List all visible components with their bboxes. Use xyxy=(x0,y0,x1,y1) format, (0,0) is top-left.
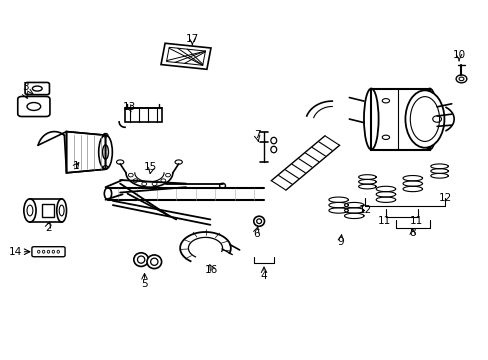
FancyBboxPatch shape xyxy=(25,82,49,95)
Text: 8: 8 xyxy=(408,228,415,238)
Text: 4: 4 xyxy=(260,271,267,281)
Text: 2: 2 xyxy=(45,224,52,233)
Text: 6: 6 xyxy=(253,229,260,239)
Text: 13: 13 xyxy=(123,102,136,112)
Text: 5: 5 xyxy=(141,279,147,289)
Text: 11: 11 xyxy=(378,216,391,226)
Polygon shape xyxy=(161,43,210,69)
Bar xyxy=(42,204,54,217)
Ellipse shape xyxy=(405,90,444,148)
Text: 11: 11 xyxy=(408,216,422,226)
FancyBboxPatch shape xyxy=(32,247,65,257)
Text: 10: 10 xyxy=(451,50,465,60)
Text: 16: 16 xyxy=(204,265,218,275)
FancyBboxPatch shape xyxy=(18,96,50,117)
Text: 12: 12 xyxy=(358,206,371,216)
Ellipse shape xyxy=(134,253,148,266)
Text: 3: 3 xyxy=(22,82,28,92)
Text: 15: 15 xyxy=(144,162,157,172)
Text: 7: 7 xyxy=(254,130,261,140)
Text: 17: 17 xyxy=(185,34,199,44)
Polygon shape xyxy=(66,132,105,173)
Bar xyxy=(125,108,161,122)
Text: 14: 14 xyxy=(9,247,22,257)
Text: 9: 9 xyxy=(337,237,344,247)
Bar xyxy=(370,89,429,149)
Ellipse shape xyxy=(147,255,161,269)
Text: 12: 12 xyxy=(438,193,451,203)
Text: 1: 1 xyxy=(73,161,80,171)
